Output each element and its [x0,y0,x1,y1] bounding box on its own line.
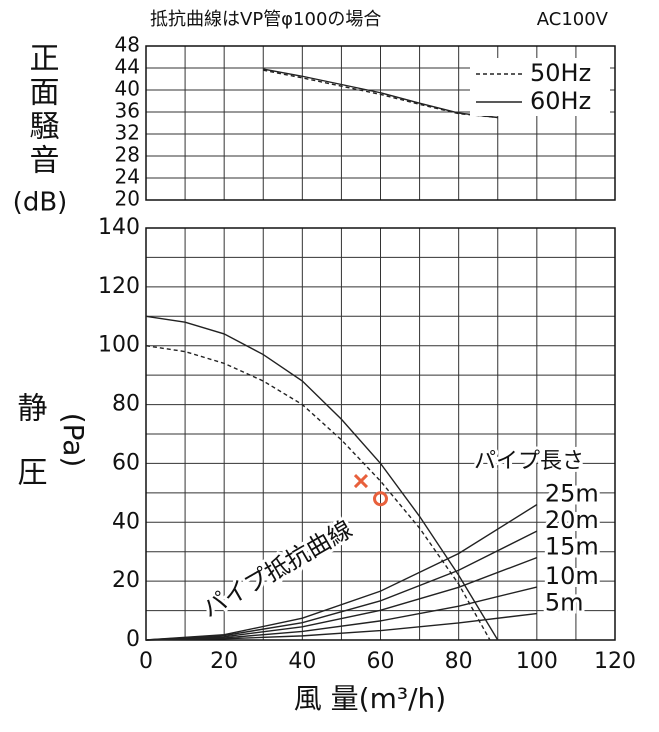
x-tick-label: 40 [288,649,316,674]
y-tick-label: 80 [112,392,140,417]
y-tick-label: 20 [115,187,140,211]
y-tick-label: 24 [115,165,140,189]
marker [373,491,388,507]
data-line [145,586,537,641]
y-tick-label: 0 [126,627,140,652]
y-axis-unit: (dB) [13,188,68,218]
data-line [145,315,499,641]
legend-box [470,58,610,116]
data-line [145,345,491,641]
series-label: 5m [545,589,584,617]
series-label: 25m [545,480,599,508]
y-tick-label: 140 [98,215,140,240]
data-line [145,504,538,641]
x-tick-label: 100 [516,649,558,674]
y-tick-label: 44 [115,55,140,79]
x-tick-label: 60 [367,649,395,674]
data-line [145,530,538,641]
x-tick-label: 20 [210,649,238,674]
series-label: 20m [545,506,599,534]
series-label: 15m [545,533,599,561]
chart-subtitle: AC100V [537,9,609,30]
y-tick-label: 32 [115,121,140,145]
pipe-title: パイプ長さ [474,449,584,474]
y-tick-label: 120 [98,274,140,299]
x-tick-label: 80 [445,649,473,674]
y-tick-label: 100 [98,333,140,358]
y-tick-label: 48 [115,33,140,57]
data-line [145,612,537,641]
y-tick-label: 40 [115,77,140,101]
series-label: 10m [545,562,599,590]
y-axis-title: 静圧 [12,392,47,520]
plot-frame [145,227,616,641]
data-line [145,556,538,641]
data-line [263,68,498,119]
y-tick-label: 28 [115,143,140,167]
y-tick-label: 20 [112,568,140,593]
y-axis-title: 正面騒音 [24,42,60,178]
marker [353,474,369,489]
legend-label: 50Hz [530,59,591,87]
y-tick-label: 60 [112,450,140,475]
legend-label: 60Hz [530,87,591,115]
x-tick-label: 120 [594,649,636,674]
plot-frame [145,45,616,201]
y-axis-unit: (Pa) [57,413,90,468]
y-tick-label: 40 [112,509,140,534]
data-line [263,69,498,119]
y-tick-label: 36 [115,99,140,123]
x-tick-label: 0 [139,649,153,674]
chart-title: 抵抗曲線はVP管φ100の場合 [150,9,381,30]
x-axis-title: 風 量(m³/h) [294,682,446,715]
